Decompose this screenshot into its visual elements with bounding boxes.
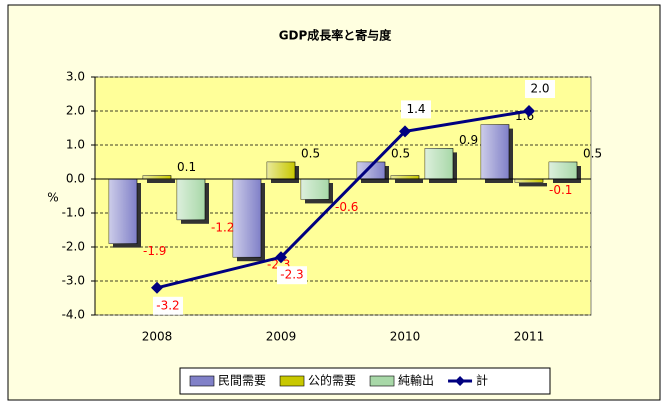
data-label: 0.5 — [391, 147, 410, 161]
legend-label: 民間需要 — [218, 374, 266, 388]
data-label: -0.1 — [549, 183, 572, 197]
y-tick-label: -4.0 — [62, 308, 85, 322]
bar-shadow — [147, 179, 175, 183]
y-tick-label: 1.0 — [66, 138, 85, 152]
y-axis-label: % — [47, 191, 58, 205]
bar-gloss — [481, 124, 509, 179]
data-label: 2.0 — [530, 82, 549, 96]
data-label: -3.2 — [156, 298, 179, 312]
data-label: -2.3 — [280, 268, 303, 282]
data-label: -0.6 — [335, 200, 358, 214]
marker — [523, 105, 535, 117]
bar-gloss — [515, 179, 543, 183]
bar-gloss — [425, 148, 453, 179]
legend — [179, 367, 551, 395]
data-label: 1.4 — [406, 102, 425, 116]
legend-label: 公的需要 — [308, 373, 356, 388]
bar-gloss — [143, 175, 171, 179]
data-label: -1.9 — [143, 244, 166, 258]
bar-gloss — [549, 162, 577, 179]
bar-gloss — [233, 179, 261, 258]
marker — [151, 281, 163, 294]
legend-swatch — [369, 375, 395, 387]
line — [156, 109, 530, 290]
bar-shadow — [395, 179, 423, 183]
legend-label: 計 — [476, 373, 488, 388]
x-tick-label: 2009 — [266, 330, 297, 344]
bar-gloss — [109, 179, 137, 244]
x-tick-label: 2008 — [142, 330, 173, 344]
bar-gloss — [177, 179, 205, 220]
label-box — [277, 266, 307, 285]
y-tick-label: -2.0 — [62, 240, 85, 254]
data-label: 0.5 — [301, 147, 320, 161]
marker — [399, 125, 411, 138]
legend-swatch — [279, 375, 305, 387]
x-tick-label: 2010 — [390, 330, 421, 344]
label-box — [525, 80, 555, 98]
legend-marker — [455, 376, 466, 386]
data-label: 0.1 — [177, 160, 196, 174]
label-box — [401, 100, 431, 119]
y-tick-label: 3.0 — [66, 70, 85, 84]
y-tick-label: 2.0 — [66, 104, 85, 118]
label-box — [153, 296, 183, 315]
chart-title: GDP成長率と寄与度 — [279, 28, 393, 43]
marker — [275, 251, 287, 264]
data-label: 0.9 — [459, 133, 478, 147]
y-tick-label: -3.0 — [62, 274, 85, 288]
bar-shadow — [519, 183, 547, 187]
bar-gloss — [301, 179, 329, 200]
y-tick-label: 0.0 — [66, 172, 85, 186]
legend-swatch — [189, 375, 215, 387]
x-tick-label: 2011 — [514, 330, 545, 344]
bar-gloss — [391, 175, 419, 179]
bar-gloss — [267, 162, 295, 179]
data-label: 0.5 — [583, 147, 602, 161]
data-label: -1.2 — [211, 220, 234, 234]
legend-label: 純輸出 — [398, 373, 434, 388]
y-tick-label: -1.0 — [62, 206, 85, 220]
